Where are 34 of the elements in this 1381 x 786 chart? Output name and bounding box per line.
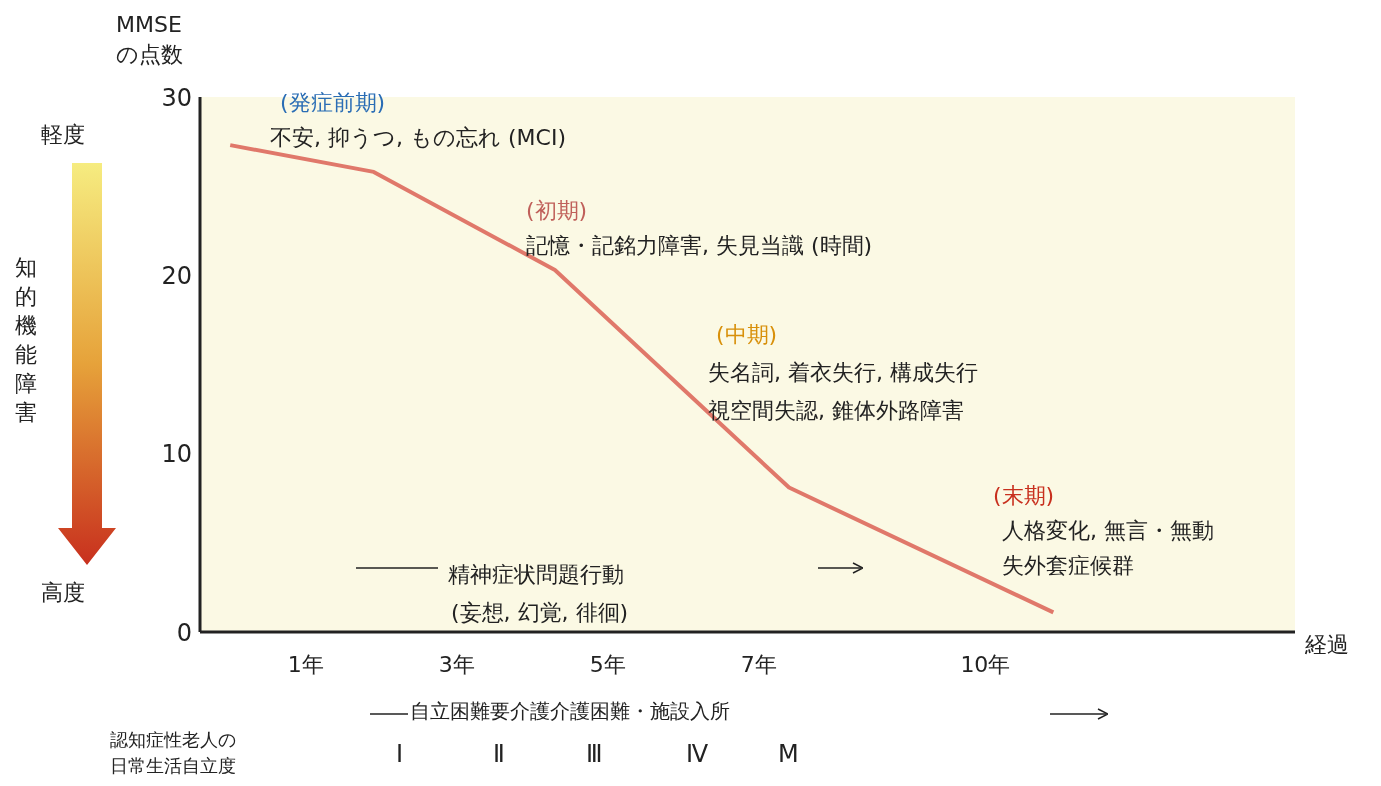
annotation: 視空間失認, 錐体外路障害 (708, 397, 964, 425)
annotation: (発症前期) (280, 89, 386, 117)
annotation: 記憶・記銘力障害, 失見当識 (時間) (526, 232, 873, 260)
text: Ⅱ (493, 740, 505, 768)
annotation: (末期) (993, 482, 1055, 510)
annotation: 不安, 抑うつ, もの忘れ (MCI) (270, 124, 566, 152)
x-tick-label: 10年 (960, 651, 1011, 677)
annotation: 失名詞, 着衣失行, 構成失行 (708, 359, 978, 387)
annotation: (初期) (526, 197, 588, 225)
text: Ⅲ (586, 740, 603, 768)
y-tick-label: 0 (176, 618, 192, 647)
y-tick-label: 10 (161, 440, 192, 469)
y-tick-label: 20 (161, 261, 192, 290)
annotation: (中期) (716, 321, 778, 349)
annotation: 失外套症候群 (1002, 552, 1134, 580)
text: Ⅰ (396, 740, 404, 768)
text: 認知症性老人の (110, 728, 236, 752)
y-tick-label: 30 (161, 83, 192, 112)
text: Ⅳ (686, 740, 709, 768)
text: 自立困難要介護介護困難・施設入所 (410, 698, 730, 725)
annotation: 人格変化, 無言・無動 (1002, 517, 1214, 545)
annotation: (妄想, 幻覚, 徘徊) (451, 599, 629, 627)
text: 日常生活自立度 (110, 754, 236, 778)
annotation: 精神症状問題行動 (448, 561, 624, 589)
text: 知的機能障害 (14, 254, 39, 427)
x-tick-label: 3年 (438, 651, 475, 677)
x-tick-label: 7年 (740, 651, 777, 677)
x-tick-label: 1年 (287, 651, 324, 677)
text: 軽度 (41, 121, 85, 149)
text: 高度 (41, 579, 85, 607)
y-axis-title: MMSE の点数 (116, 11, 183, 69)
text: M (778, 740, 799, 768)
x-axis-title: 経過 (1305, 631, 1349, 659)
x-tick-label: 5年 (589, 651, 626, 677)
